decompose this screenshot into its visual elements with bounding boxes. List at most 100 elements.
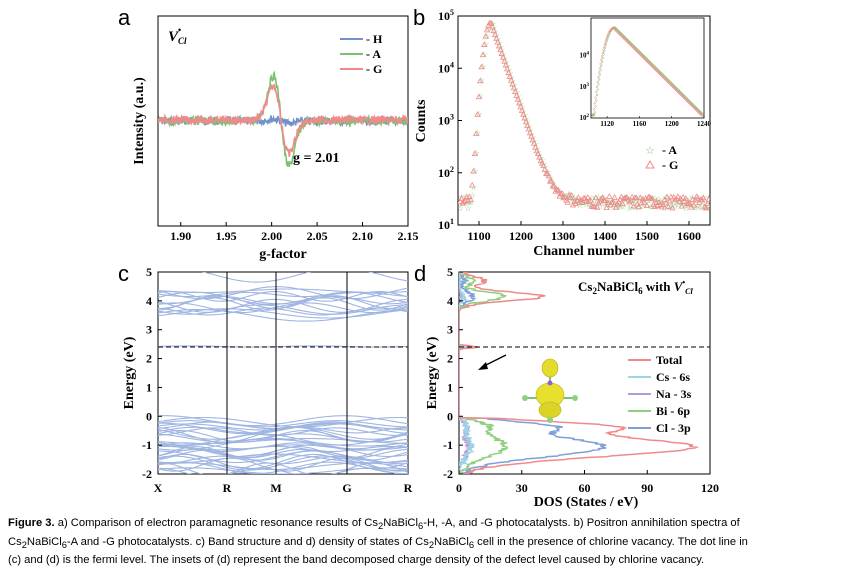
band-line [158, 415, 408, 427]
band-lines [158, 272, 408, 474]
data-point: ☆ [697, 203, 704, 212]
data-point [507, 77, 515, 83]
inset-point [604, 40, 607, 43]
data-point: ☆ [540, 160, 547, 169]
data-point: ☆ [591, 197, 598, 206]
data-point [686, 200, 694, 207]
data-point: ☆ [630, 197, 637, 206]
data-point: ☆ [586, 200, 593, 209]
panel-letter-b: b [413, 5, 425, 30]
data-point: ☆ [588, 194, 595, 203]
data-point [599, 194, 606, 200]
data-point [632, 194, 640, 201]
x-tick-label: 1.95 [216, 229, 237, 243]
y-tick-label: -1 [142, 438, 152, 452]
data-point [641, 199, 648, 205]
band-line [158, 302, 408, 314]
inset-point [597, 83, 600, 86]
x-tick-label: 1500 [635, 229, 659, 243]
x-tick-label: 1.90 [170, 229, 191, 243]
y-tick-label: -1 [443, 438, 453, 452]
data-point: ☆ [672, 202, 679, 211]
data-point [541, 166, 548, 172]
data-point [610, 199, 617, 205]
vcl-dot: • [178, 25, 181, 35]
data-point [628, 193, 636, 200]
data-point [458, 195, 465, 201]
g-value-label: g = 2.01 [293, 151, 339, 166]
x-tick-label: 1200 [509, 229, 533, 243]
data-point: ☆ [645, 196, 652, 205]
data-point [618, 193, 625, 200]
band-line [158, 421, 408, 430]
data-point [694, 194, 702, 201]
data-point [518, 107, 526, 113]
data-point [680, 193, 687, 200]
band-line [158, 457, 408, 472]
data-point [489, 23, 496, 30]
y-tick-label: 4 [447, 294, 453, 308]
data-point [470, 167, 477, 174]
band-line [158, 416, 408, 428]
data-point: ☆ [649, 202, 656, 211]
inset-point [600, 55, 604, 58]
data-point [561, 193, 569, 200]
x-tick-label: 30 [516, 481, 528, 495]
data-point [536, 153, 543, 160]
band-line [158, 455, 408, 465]
data-point [602, 197, 609, 204]
data-point [460, 198, 468, 204]
inset-y-tick-label: 104 [580, 52, 590, 60]
data-point [516, 99, 523, 106]
inset-point [595, 91, 598, 94]
x-tick-label: 2.10 [352, 229, 373, 243]
data-point [666, 197, 673, 204]
data-point [701, 203, 708, 210]
data-point: ☆ [465, 204, 472, 213]
data-point: ☆ [556, 190, 563, 199]
y-tick-label: 103 [438, 113, 454, 128]
x-tick-label: 90 [641, 481, 653, 495]
data-point: ☆ [611, 196, 618, 205]
dos-series-line [459, 272, 700, 474]
data-point: ☆ [670, 198, 677, 207]
data-point [495, 42, 503, 49]
data-point [606, 193, 613, 199]
dos-title: Cs2NaBiCl6 with V•Cl [578, 278, 694, 296]
k-point-label: G [342, 481, 351, 495]
x-tick-label: 60 [579, 481, 591, 495]
y-tick-label: 5 [146, 265, 152, 279]
data-point [514, 96, 522, 102]
positron-points: ☆☆☆☆☆☆☆☆☆☆☆☆☆☆☆☆☆☆☆☆☆☆☆☆☆☆☆☆☆☆☆☆☆☆☆☆☆☆☆☆… [458, 19, 710, 213]
inset-point [603, 42, 607, 46]
data-point: ☆ [565, 190, 572, 199]
data-point [611, 194, 618, 200]
data-point [560, 194, 567, 201]
data-point: ☆ [459, 200, 466, 209]
y-tick-label: 104 [438, 60, 454, 75]
data-point [598, 195, 605, 202]
data-point [681, 198, 688, 204]
panel-letter-d: d [414, 261, 426, 286]
data-point [575, 194, 582, 200]
data-point: ☆ [680, 198, 687, 207]
data-point [493, 35, 500, 41]
data-point [553, 186, 561, 192]
data-point [662, 199, 669, 206]
data-point [513, 92, 520, 98]
data-point [505, 69, 512, 76]
data-point: ☆ [642, 193, 649, 202]
panel-a: a 1.90 1.95 2.00 2.05 2.10 2.15 g-factor Inte… [118, 5, 419, 262]
data-point [482, 33, 489, 39]
data-point: ☆ [557, 190, 564, 199]
x-tick-label: 120 [701, 481, 719, 495]
data-point [555, 187, 562, 193]
inset-point [596, 80, 599, 84]
inset-point [594, 105, 597, 108]
y-tick-label: 102 [438, 165, 454, 180]
inset-x-tick-label: 1120 [600, 120, 614, 128]
y-tick-label: 2 [447, 352, 453, 366]
k-point-label: M [270, 481, 281, 495]
data-point: ☆ [681, 201, 688, 210]
data-point: ☆ [559, 192, 566, 201]
